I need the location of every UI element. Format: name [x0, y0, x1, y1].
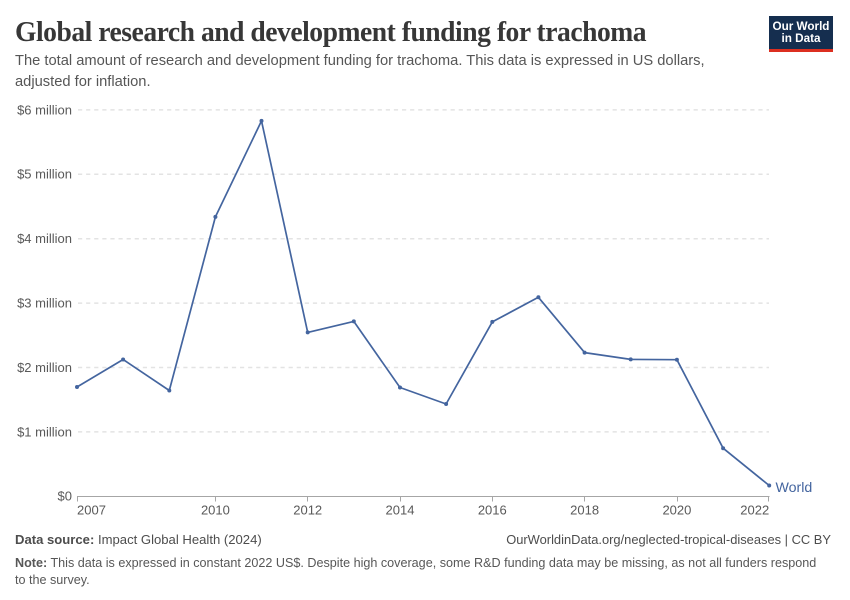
svg-text:$6 million: $6 million — [17, 102, 72, 117]
svg-text:2022: 2022 — [740, 503, 769, 518]
svg-text:$5 million: $5 million — [17, 167, 72, 182]
svg-text:2020: 2020 — [662, 503, 691, 518]
svg-text:2012: 2012 — [293, 503, 322, 518]
svg-text:$3 million: $3 million — [17, 296, 72, 311]
svg-text:2018: 2018 — [570, 503, 599, 518]
svg-text:2016: 2016 — [478, 503, 507, 518]
svg-text:$2 million: $2 million — [17, 360, 72, 375]
svg-text:2010: 2010 — [201, 503, 230, 518]
svg-text:$1 million: $1 million — [17, 424, 72, 439]
svg-text:2014: 2014 — [386, 503, 415, 518]
svg-text:World: World — [776, 480, 813, 496]
svg-text:$4 million: $4 million — [17, 231, 72, 246]
svg-text:2007: 2007 — [77, 503, 106, 518]
svg-text:$0: $0 — [58, 489, 72, 504]
